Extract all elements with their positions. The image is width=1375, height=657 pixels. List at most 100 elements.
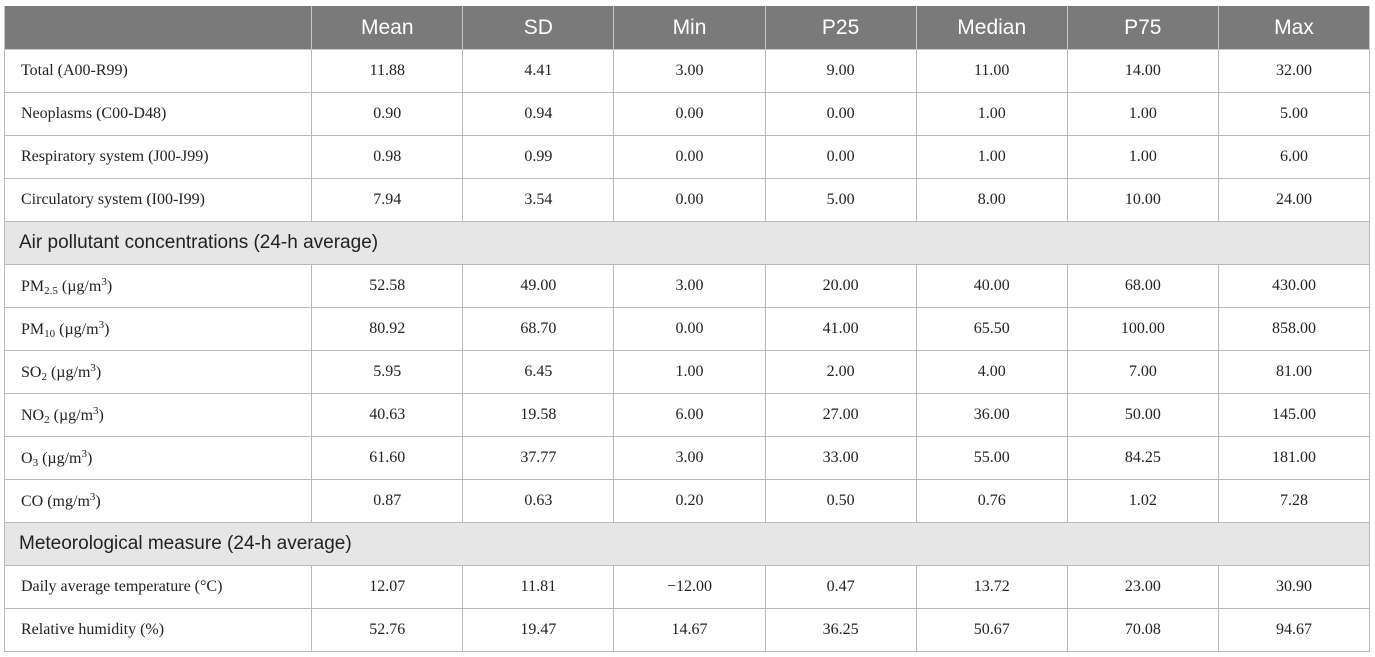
superscript: 3 — [93, 404, 99, 417]
value-cell: 0.00 — [613, 92, 766, 136]
value-cell: 1.00 — [915, 135, 1068, 179]
value-cell: 0.20 — [613, 479, 766, 523]
statistics-table: Mean SD Min P25 Median P75 Max Total (A0… — [3, 6, 1371, 652]
value-cell: 68.70 — [462, 307, 615, 351]
table-row: O3 (µg/m3) 61.60 37.77 3.00 33.00 55.00 84.25 1… — [3, 436, 1371, 480]
label-text: ) — [104, 320, 110, 338]
label-text: (µg/m — [49, 406, 94, 424]
value-cell: 33.00 — [764, 436, 917, 480]
value-cell: 3.00 — [613, 436, 766, 480]
row-label: Circulatory system (I00-I99) — [3, 178, 313, 222]
table-row: Relative humidity (%) 52.76 19.47 14.67 36.2… — [3, 608, 1371, 652]
subscript: 3 — [32, 456, 39, 469]
label-text: O — [21, 449, 33, 467]
value-cell: 9.00 — [764, 49, 917, 93]
value-cell: 32.00 — [1217, 49, 1371, 93]
value-cell: 30.90 — [1217, 565, 1371, 609]
header-cell: Median — [915, 6, 1068, 50]
value-cell: 5.00 — [764, 178, 917, 222]
value-cell: 0.00 — [613, 135, 766, 179]
row-label: PM10 (µg/m3) — [3, 307, 313, 351]
value-cell: 6.00 — [1217, 135, 1371, 179]
value-cell: 5.95 — [311, 350, 464, 394]
value-cell: 5.00 — [1217, 92, 1371, 136]
row-label: NO2 (µg/m3) — [3, 393, 313, 437]
value-cell: 3.00 — [613, 264, 766, 308]
header-cell: Min — [613, 6, 766, 50]
value-cell: 11.00 — [915, 49, 1068, 93]
header-cell: Max — [1217, 6, 1371, 50]
value-cell: 1.00 — [1066, 135, 1219, 179]
row-label: CO (mg/m3) — [3, 479, 313, 523]
value-cell: 7.28 — [1217, 479, 1371, 523]
value-cell: 80.92 — [311, 307, 464, 351]
label-text: ) — [95, 363, 102, 381]
superscript: 3 — [98, 318, 105, 331]
table-row: PM10 (µg/m3) 80.92 68.70 0.00 41.00 65.50 100.… — [3, 307, 1371, 351]
value-cell: 40.00 — [915, 264, 1068, 308]
value-cell: 0.94 — [462, 92, 615, 136]
label-text: ) — [95, 492, 101, 510]
value-cell: 7.00 — [1066, 350, 1219, 394]
value-cell: 0.50 — [764, 479, 917, 523]
value-cell: 0.63 — [462, 479, 615, 523]
value-cell: 0.98 — [311, 135, 464, 179]
value-cell: 19.47 — [462, 608, 615, 652]
value-cell: 52.76 — [311, 608, 464, 652]
value-cell: 7.94 — [311, 178, 464, 222]
value-cell: 36.25 — [764, 608, 917, 652]
table-row: CO (mg/m3) 0.87 0.63 0.20 0.50 0.76 1.02 7.28 — [3, 479, 1371, 523]
label-text: (µg/m — [57, 277, 102, 295]
value-cell: 181.00 — [1217, 436, 1371, 480]
label-text: ) — [98, 406, 104, 424]
label-text: SO — [21, 363, 42, 381]
value-cell: 81.00 — [1217, 350, 1371, 394]
row-label: Neoplasms (C00-D48) — [3, 92, 313, 136]
value-cell: 430.00 — [1217, 264, 1371, 308]
value-cell: 19.58 — [462, 393, 615, 437]
table-row: Total (A00-R99) 11.88 4.41 3.00 9.00 11.00 14.… — [3, 49, 1371, 93]
value-cell: 0.47 — [764, 565, 917, 609]
value-cell: 24.00 — [1217, 178, 1371, 222]
value-cell: 49.00 — [462, 264, 615, 308]
value-cell: 41.00 — [764, 307, 917, 351]
value-cell: 40.63 — [311, 393, 464, 437]
value-cell: 0.76 — [915, 479, 1068, 523]
header-cell: Mean — [311, 6, 464, 50]
subscript: 10 — [44, 327, 56, 340]
value-cell: 70.08 — [1066, 608, 1219, 652]
value-cell: 13.72 — [915, 565, 1068, 609]
label-text: ) — [87, 449, 93, 467]
value-cell: 0.00 — [613, 178, 766, 222]
value-cell: 6.45 — [462, 350, 615, 394]
value-cell: 94.67 — [1217, 608, 1371, 652]
section-title: Air pollutant concentrations (24-h avera… — [4, 221, 1370, 265]
value-cell: 84.25 — [1066, 436, 1219, 480]
value-cell: 1.02 — [1066, 479, 1219, 523]
superscript: 3 — [101, 275, 107, 288]
value-cell: 55.00 — [915, 436, 1068, 480]
table-row: Respiratory system (J00-J99) 0.98 0.99 0.00… — [3, 135, 1371, 179]
table-row: SO2 (µg/m3) 5.95 6.45 1.00 2.00 4.00 7.00 81.00 — [3, 350, 1371, 394]
value-cell: 0.99 — [462, 135, 615, 179]
section-row: Meteorological measure (24-h average) — [4, 522, 1370, 566]
value-cell: 100.00 — [1066, 307, 1219, 351]
section-title: Meteorological measure (24-h average) — [4, 522, 1370, 566]
row-label: SO2 (µg/m3) — [3, 350, 313, 394]
value-cell: 12.07 — [311, 565, 464, 609]
value-cell: 14.67 — [613, 608, 766, 652]
value-cell: 37.77 — [462, 436, 615, 480]
value-cell: 1.00 — [1066, 92, 1219, 136]
value-cell: 10.00 — [1066, 178, 1219, 222]
value-cell: 23.00 — [1066, 565, 1219, 609]
value-cell: 0.90 — [311, 92, 464, 136]
row-label: Relative humidity (%) — [3, 608, 313, 652]
value-cell: 61.60 — [311, 436, 464, 480]
value-cell: 36.00 — [915, 393, 1068, 437]
table-row: Daily average temperature (°C) 12.07 11.81… — [3, 565, 1371, 609]
label-text: (µg/m — [46, 363, 91, 381]
label-text: PM — [21, 320, 45, 338]
row-label: Total (A00-R99) — [3, 49, 313, 93]
value-cell: 14.00 — [1066, 49, 1219, 93]
value-cell: −12.00 — [613, 565, 766, 609]
